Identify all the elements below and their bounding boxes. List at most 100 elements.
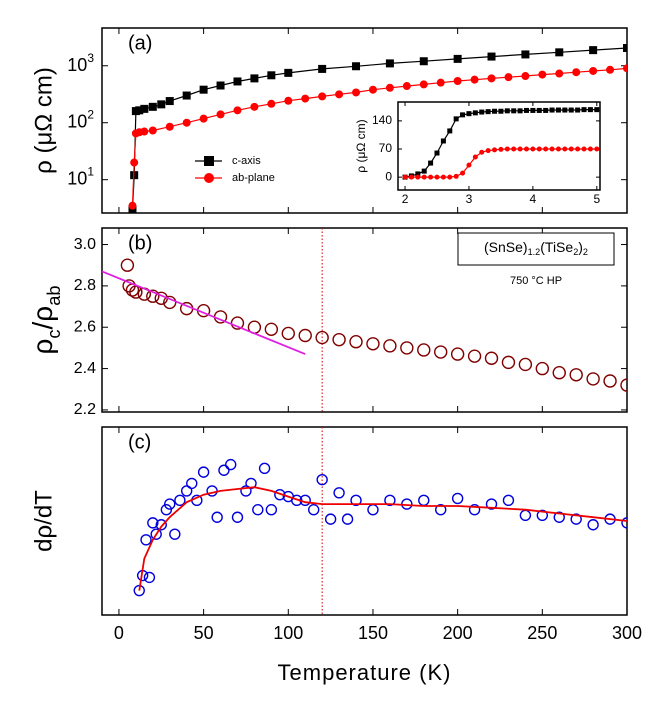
data-point bbox=[218, 464, 230, 476]
data-point bbox=[164, 498, 176, 510]
x-tick-label: 250 bbox=[527, 623, 557, 643]
y-tick-label: 103 bbox=[67, 51, 94, 75]
data-point bbox=[199, 114, 208, 123]
data-point bbox=[468, 504, 481, 516]
x-tick-label: 150 bbox=[358, 623, 388, 643]
data-point bbox=[225, 458, 237, 471]
data-point bbox=[504, 108, 510, 114]
data-point bbox=[140, 104, 149, 113]
data-point bbox=[485, 498, 498, 510]
data-point bbox=[568, 146, 574, 152]
data-point bbox=[453, 173, 459, 179]
data-point bbox=[233, 106, 242, 115]
data-point bbox=[523, 146, 529, 152]
subscript: 2 bbox=[583, 247, 588, 257]
data-point bbox=[555, 107, 561, 113]
data-point bbox=[521, 72, 530, 81]
data-point bbox=[467, 349, 482, 363]
data-point bbox=[301, 94, 310, 103]
series-line bbox=[138, 486, 627, 591]
data-point bbox=[428, 160, 434, 166]
tick-exponent: 1 bbox=[87, 165, 94, 179]
data-point bbox=[479, 149, 485, 155]
y-tick-label: 102 bbox=[67, 108, 94, 132]
text-part: (SnSe) bbox=[484, 239, 528, 255]
data-point bbox=[470, 75, 479, 84]
data-point bbox=[621, 517, 627, 529]
data-point bbox=[569, 368, 583, 382]
data-point bbox=[523, 107, 529, 113]
data-point bbox=[197, 466, 210, 478]
data-point bbox=[570, 513, 582, 525]
data-point bbox=[384, 494, 396, 507]
data-point bbox=[485, 109, 491, 115]
data-point bbox=[385, 59, 394, 68]
data-point bbox=[453, 116, 459, 122]
x-tick-label: 5 bbox=[593, 192, 600, 206]
data-point bbox=[453, 54, 462, 63]
data-point bbox=[216, 110, 225, 119]
data-point bbox=[335, 90, 344, 99]
data-point bbox=[252, 504, 264, 516]
data-point bbox=[492, 108, 498, 114]
data-point bbox=[324, 513, 337, 525]
data-point bbox=[436, 78, 445, 87]
data-point bbox=[536, 509, 549, 522]
data-point bbox=[587, 107, 593, 113]
data-point bbox=[434, 174, 440, 180]
data-point bbox=[148, 126, 157, 135]
data-point bbox=[352, 62, 361, 71]
data-point bbox=[511, 108, 517, 114]
data-point bbox=[466, 111, 472, 117]
data-point bbox=[451, 492, 464, 505]
data-point bbox=[135, 106, 144, 115]
data-point bbox=[502, 494, 515, 507]
data-point bbox=[267, 71, 276, 80]
data-point bbox=[572, 68, 581, 77]
data-point bbox=[284, 96, 293, 105]
data-point bbox=[150, 528, 162, 540]
data-point bbox=[419, 80, 428, 89]
subscript: c bbox=[44, 329, 64, 338]
data-point bbox=[487, 74, 496, 83]
data-point bbox=[536, 107, 542, 113]
plot-area bbox=[102, 258, 627, 392]
x-tick-label: 2 bbox=[402, 192, 409, 206]
data-point bbox=[332, 332, 346, 347]
data-point bbox=[517, 146, 523, 152]
data-point bbox=[169, 528, 181, 540]
data-point bbox=[182, 118, 191, 127]
data-point bbox=[511, 146, 517, 152]
data-point bbox=[440, 138, 446, 144]
data-point bbox=[562, 146, 568, 152]
data-point bbox=[421, 168, 427, 174]
data-point bbox=[146, 289, 160, 303]
data-point bbox=[498, 146, 504, 152]
data-point bbox=[318, 64, 327, 73]
data-point bbox=[440, 174, 446, 180]
y-tick-label: 2.2 bbox=[74, 401, 96, 418]
data-point bbox=[620, 378, 627, 392]
data-point bbox=[182, 91, 191, 100]
data-point bbox=[160, 504, 173, 516]
y-axis-label: ρ (μΩ cm) bbox=[354, 119, 368, 172]
panel-label: (a) bbox=[128, 32, 152, 54]
data-point bbox=[415, 171, 421, 177]
data-point bbox=[298, 328, 312, 343]
data-point bbox=[460, 112, 466, 118]
data-point bbox=[498, 108, 504, 114]
data-point bbox=[575, 107, 581, 113]
y-tick-label: 2.8 bbox=[74, 277, 96, 294]
data-point bbox=[211, 511, 223, 523]
data-point bbox=[472, 154, 478, 160]
data-point bbox=[623, 43, 627, 52]
y-tick-label: 101 bbox=[67, 165, 94, 189]
data-point bbox=[199, 85, 208, 94]
data-point bbox=[555, 146, 561, 152]
data-point bbox=[518, 357, 533, 372]
data-point bbox=[606, 65, 615, 74]
tick-base: 10 bbox=[67, 111, 87, 131]
subscript: 2 bbox=[573, 247, 578, 257]
data-point bbox=[281, 326, 295, 341]
